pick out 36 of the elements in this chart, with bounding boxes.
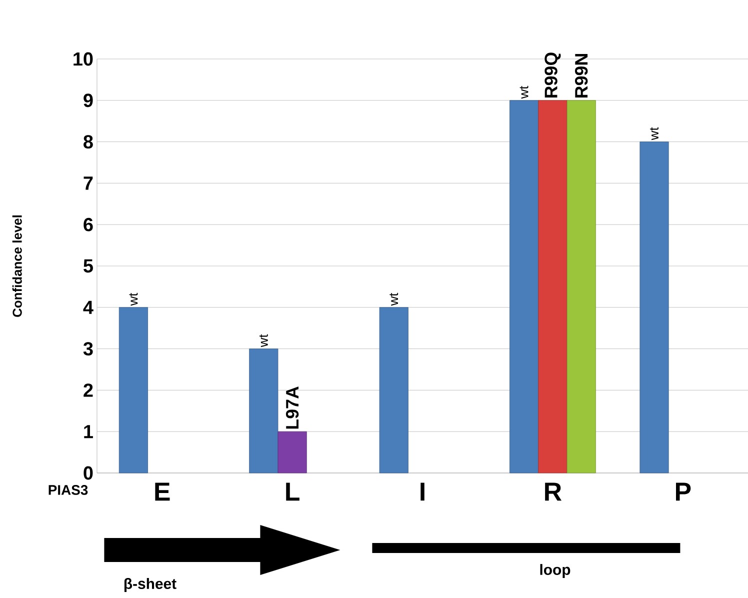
data-label: wt bbox=[129, 292, 138, 306]
y-tick-label: 4 bbox=[83, 300, 94, 314]
x-tick-label: E bbox=[155, 482, 170, 501]
y-tick-label: 7 bbox=[84, 176, 93, 190]
x-tick-label: R bbox=[545, 482, 562, 501]
text: β-sheet bbox=[124, 578, 176, 592]
bar bbox=[278, 431, 307, 474]
data-label: wt bbox=[650, 127, 658, 140]
y-tick-label: 3 bbox=[83, 342, 93, 356]
text: PIAS3 bbox=[48, 485, 88, 495]
x-tick-label: P bbox=[676, 482, 691, 501]
y-tick-label: 6 bbox=[84, 218, 93, 232]
bar bbox=[640, 142, 669, 474]
bar bbox=[538, 100, 568, 474]
y-tick-label: 9 bbox=[84, 94, 93, 108]
bar bbox=[249, 348, 278, 474]
x-tick-label: I bbox=[420, 482, 424, 501]
y-axis-title: Confidance level bbox=[12, 215, 22, 317]
bar bbox=[510, 100, 539, 474]
y-tick-label: 1 bbox=[84, 425, 93, 438]
y-tick-label: 0 bbox=[84, 466, 93, 480]
data-label: R99Q bbox=[544, 52, 561, 98]
data-label: wt bbox=[520, 86, 528, 99]
data-label: wt bbox=[259, 334, 268, 348]
y-tick-label: 10 bbox=[74, 52, 93, 66]
bar bbox=[566, 100, 596, 474]
data-label: R99N bbox=[574, 54, 588, 98]
data-label: L97A bbox=[286, 386, 299, 429]
y-tick-label: 8 bbox=[84, 135, 93, 148]
y-tick-label: 5 bbox=[84, 259, 93, 273]
y-tick-label: 2 bbox=[84, 384, 93, 397]
bar bbox=[379, 307, 408, 474]
data-label: wt bbox=[390, 292, 398, 306]
bar bbox=[118, 307, 148, 474]
text: loop bbox=[540, 564, 570, 578]
x-tick-label: L bbox=[286, 482, 300, 501]
